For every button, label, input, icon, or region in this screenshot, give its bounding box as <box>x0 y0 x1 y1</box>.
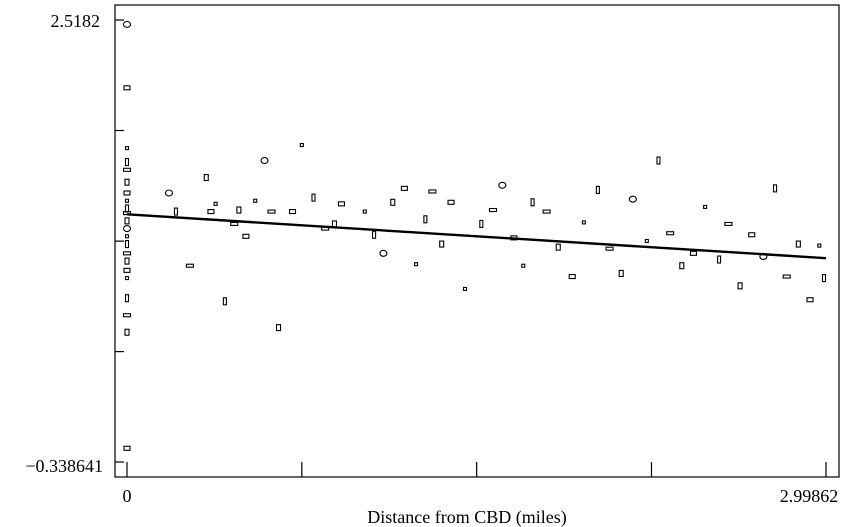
data-point <box>689 250 698 256</box>
data-point <box>331 220 338 228</box>
data-point <box>372 230 377 239</box>
data-point <box>124 240 130 249</box>
data-points <box>122 20 827 451</box>
data-point <box>447 199 455 205</box>
data-point <box>124 158 130 167</box>
data-point <box>656 156 661 165</box>
data-point <box>806 297 814 303</box>
data-point <box>724 221 733 226</box>
data-point <box>555 243 561 251</box>
data-point <box>123 85 131 91</box>
data-point <box>644 238 649 244</box>
data-point <box>222 297 227 306</box>
data-point <box>521 263 526 268</box>
data-point <box>124 217 130 225</box>
data-point <box>618 269 624 278</box>
data-point <box>717 255 722 264</box>
data-point <box>213 201 218 206</box>
data-point <box>124 294 130 303</box>
data-point <box>288 209 297 215</box>
data-point <box>666 231 675 236</box>
x-axis-label: Distance from CBD (miles) <box>367 507 566 527</box>
data-point <box>795 240 801 248</box>
y-tick-label-top: 2.5182 <box>51 11 101 31</box>
data-point <box>124 198 130 203</box>
data-point <box>605 246 614 251</box>
data-point <box>275 324 282 332</box>
trend-line <box>126 213 827 260</box>
data-point <box>703 204 708 209</box>
data-point <box>253 198 258 203</box>
data-point <box>817 243 822 248</box>
data-point <box>124 328 130 336</box>
data-point <box>379 249 388 257</box>
data-point <box>173 207 179 216</box>
data-point <box>123 445 131 451</box>
data-point <box>530 198 535 207</box>
data-point <box>414 262 419 267</box>
data-point <box>581 220 586 225</box>
data-point <box>311 193 316 202</box>
data-point <box>428 189 437 194</box>
data-point <box>542 209 551 214</box>
data-point <box>772 184 778 193</box>
data-point <box>821 274 827 283</box>
data-point <box>242 233 250 239</box>
data-point <box>479 219 484 228</box>
data-point <box>679 262 685 270</box>
data-point <box>488 207 498 213</box>
data-point <box>498 181 507 189</box>
data-point <box>462 286 468 291</box>
data-point <box>124 257 130 265</box>
data-point <box>737 282 743 290</box>
x-tick-label-right: 2.99862 <box>780 486 839 506</box>
data-point <box>230 221 239 226</box>
data-point <box>203 173 209 182</box>
data-point <box>124 234 130 239</box>
data-point <box>124 276 130 281</box>
data-point <box>123 190 131 196</box>
data-point <box>748 232 756 238</box>
data-point <box>299 142 304 148</box>
data-point <box>164 189 174 197</box>
data-point <box>628 195 637 203</box>
x-tick-label-left: 0 <box>123 486 132 506</box>
data-point <box>122 251 132 256</box>
data-point <box>122 225 132 233</box>
data-point <box>185 263 194 268</box>
data-point <box>267 209 276 214</box>
data-point <box>782 274 791 279</box>
data-point <box>122 20 132 28</box>
data-point <box>337 201 346 207</box>
data-point <box>122 167 132 172</box>
data-point <box>207 209 215 215</box>
data-point <box>123 267 131 273</box>
data-point <box>124 146 130 151</box>
data-point <box>236 206 242 214</box>
data-point <box>439 240 445 248</box>
data-point <box>423 215 428 224</box>
data-point <box>568 274 576 280</box>
plot-frame <box>114 4 840 478</box>
data-point <box>400 185 408 191</box>
data-point <box>362 209 367 214</box>
axis-ticks <box>115 19 827 477</box>
data-point <box>390 198 396 206</box>
data-point <box>260 156 269 165</box>
data-point <box>124 178 130 186</box>
data-point <box>124 204 130 213</box>
y-tick-label-bottom: −0.338641 <box>25 456 103 476</box>
data-point <box>595 185 600 194</box>
data-point <box>122 313 132 318</box>
